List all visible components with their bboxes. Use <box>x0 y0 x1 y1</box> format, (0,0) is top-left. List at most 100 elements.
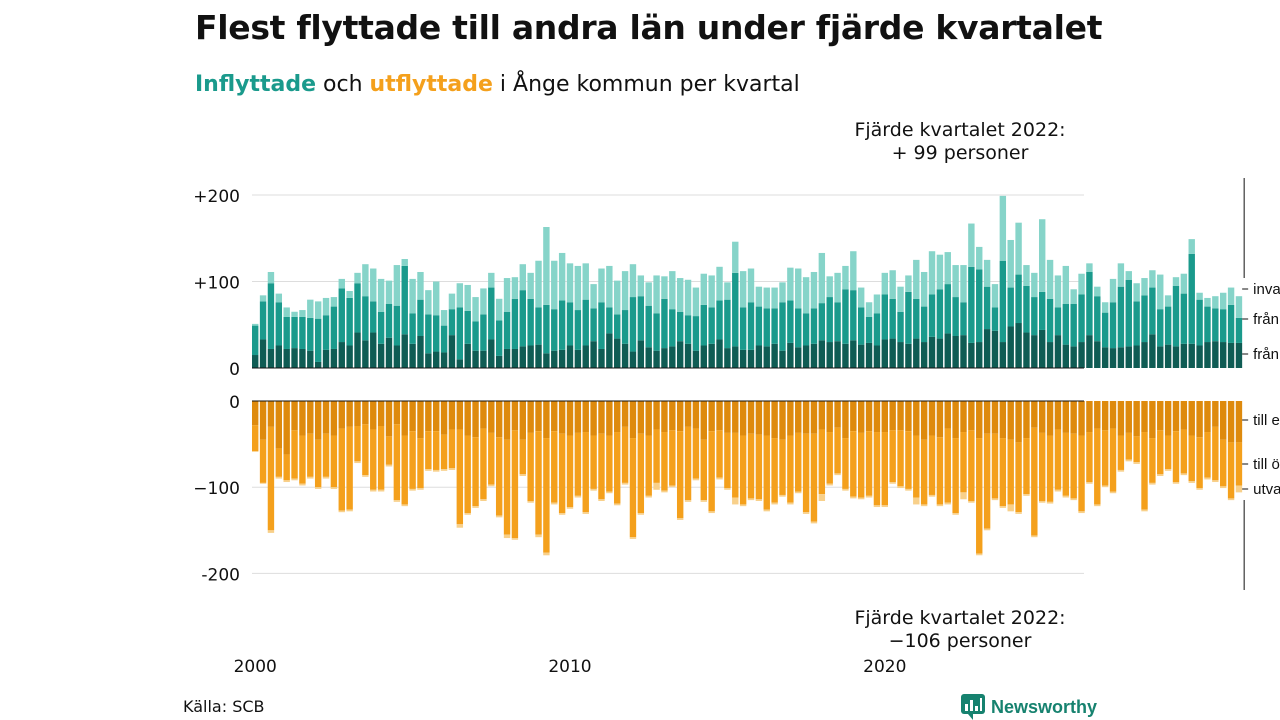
bar-in-invandring <box>732 241 739 273</box>
bar-out-ovriga-lan <box>527 432 534 501</box>
bar-in-ovriga-lan <box>1070 303 1077 347</box>
bar-out-utvandring <box>606 491 613 494</box>
bar-out-ovriga-lan <box>928 435 936 495</box>
bar-in-egna-lanet <box>1007 326 1014 368</box>
bar-in-ovriga-lan <box>889 298 896 339</box>
bar-out-utvandring <box>1031 535 1038 538</box>
bar-in-egna-lanet <box>826 342 833 368</box>
bar-in-egna-lanet <box>425 353 432 369</box>
bar-in-ovriga-lan <box>307 317 314 351</box>
bar-in-egna-lanet <box>920 342 928 368</box>
bar-out-ovriga-lan <box>999 438 1007 507</box>
bar-in-egna-lanet <box>960 335 967 368</box>
bar-out-utvandring <box>330 487 338 489</box>
bar-in-invandring <box>653 275 660 314</box>
bar-in-ovriga-lan <box>1196 299 1203 346</box>
bar-in-ovriga-lan <box>842 289 849 344</box>
bar-in-egna-lanet <box>810 343 818 368</box>
bar-out-egna-lanet <box>779 401 786 440</box>
bar-out-egna-lanet <box>291 401 298 431</box>
bar-out-utvandring <box>999 506 1007 508</box>
bar-out-egna-lanet <box>983 401 991 434</box>
bar-in-ovriga-lan <box>1046 298 1054 343</box>
bar-out-utvandring <box>582 512 589 514</box>
bar-out-egna-lanet <box>1007 401 1014 440</box>
bar-out-utvandring <box>409 488 416 491</box>
bar-in-invandring <box>936 254 944 290</box>
bar-out-ovriga-lan <box>1039 432 1046 501</box>
bar-out-egna-lanet <box>433 401 440 432</box>
bar-in-invandring <box>1141 278 1148 296</box>
bar-out-utvandring <box>574 495 582 498</box>
bar-out-egna-lanet <box>637 401 645 434</box>
bar-in-ovriga-lan <box>259 301 267 340</box>
bar-in-invandring <box>850 251 857 291</box>
bar-in-egna-lanet <box>865 342 873 369</box>
bar-in-invandring <box>873 294 881 314</box>
bar-out-utvandring <box>472 506 479 508</box>
bar-in-invandring <box>1031 272 1038 298</box>
bar-in-ovriga-lan <box>1039 291 1046 330</box>
bar-in-egna-lanet <box>346 345 353 368</box>
bar-out-ovriga-lan <box>1196 437 1203 489</box>
bar-in-invandring <box>991 284 999 308</box>
bar-out-utvandring <box>834 473 841 476</box>
bar-out-utvandring <box>377 489 385 492</box>
x-tick-label: 2000 <box>234 657 277 677</box>
bar-out-ovriga-lan <box>795 432 802 492</box>
bar-out-ovriga-lan <box>448 429 456 469</box>
bar-in-invandring <box>724 282 731 300</box>
bar-out-utvandring <box>976 553 983 556</box>
bar-in-egna-lanet <box>606 333 613 368</box>
bar-in-ovriga-lan <box>952 297 959 336</box>
bar-in-egna-lanet <box>999 342 1007 368</box>
bar-in-egna-lanet <box>1117 347 1125 368</box>
bar-out-ovriga-lan <box>889 430 896 483</box>
bar-out-utvandring <box>818 494 826 501</box>
bar-in-invandring <box>417 271 424 300</box>
bar-out-egna-lanet <box>582 401 589 433</box>
bar-in-invandring <box>763 287 770 309</box>
bar-out-egna-lanet <box>913 401 920 436</box>
bar-out-ovriga-lan <box>1007 439 1014 505</box>
bar-out-egna-lanet <box>535 401 542 432</box>
bar-in-invandring <box>1070 289 1077 304</box>
bar-in-ovriga-lan <box>865 316 873 343</box>
bar-in-invandring <box>865 302 873 317</box>
bar-in-ovriga-lan <box>1204 306 1211 343</box>
bar-out-ovriga-lan <box>1180 429 1188 474</box>
bar-in-egna-lanet <box>1212 341 1219 369</box>
bar-out-ovriga-lan <box>1133 436 1140 463</box>
bar-out-utvandring <box>936 504 944 507</box>
bar-out-utvandring <box>291 478 298 481</box>
bar-out-egna-lanet <box>1109 401 1117 429</box>
bar-out-utvandring <box>495 515 503 518</box>
bar-in-invandring <box>582 263 589 300</box>
bar-out-egna-lanet <box>338 401 345 429</box>
bar-in-ovriga-lan <box>322 315 330 350</box>
bar-in-ovriga-lan <box>1212 308 1219 342</box>
bar-out-ovriga-lan <box>606 435 613 492</box>
bar-out-ovriga-lan <box>1109 428 1117 492</box>
bar-in-ovriga-lan <box>661 298 668 349</box>
bar-out-ovriga-lan <box>417 438 424 489</box>
bar-in-egna-lanet <box>543 353 550 369</box>
bar-in-ovriga-lan <box>881 294 888 340</box>
bar-in-ovriga-lan <box>771 308 778 344</box>
bar-out-ovriga-lan <box>385 436 393 465</box>
bar-out-ovriga-lan <box>590 435 597 489</box>
bar-out-ovriga-lan <box>307 433 314 477</box>
bar-out-ovriga-lan <box>480 428 487 500</box>
bar-in-invandring <box>425 290 432 315</box>
bar-in-invandring <box>1015 222 1022 275</box>
bar-out-utvandring <box>527 500 534 503</box>
bar-out-egna-lanet <box>700 401 707 440</box>
bar-out-ovriga-lan <box>692 428 700 479</box>
bar-out-egna-lanet <box>354 401 361 426</box>
bar-out-ovriga-lan <box>802 433 810 513</box>
bar-in-ovriga-lan <box>1227 304 1235 343</box>
bar-out-ovriga-lan <box>1227 442 1235 499</box>
y-tick-label-bottom: -200 <box>201 565 240 585</box>
bar-out-egna-lanet <box>417 401 424 439</box>
bar-out-ovriga-lan <box>1054 429 1062 490</box>
